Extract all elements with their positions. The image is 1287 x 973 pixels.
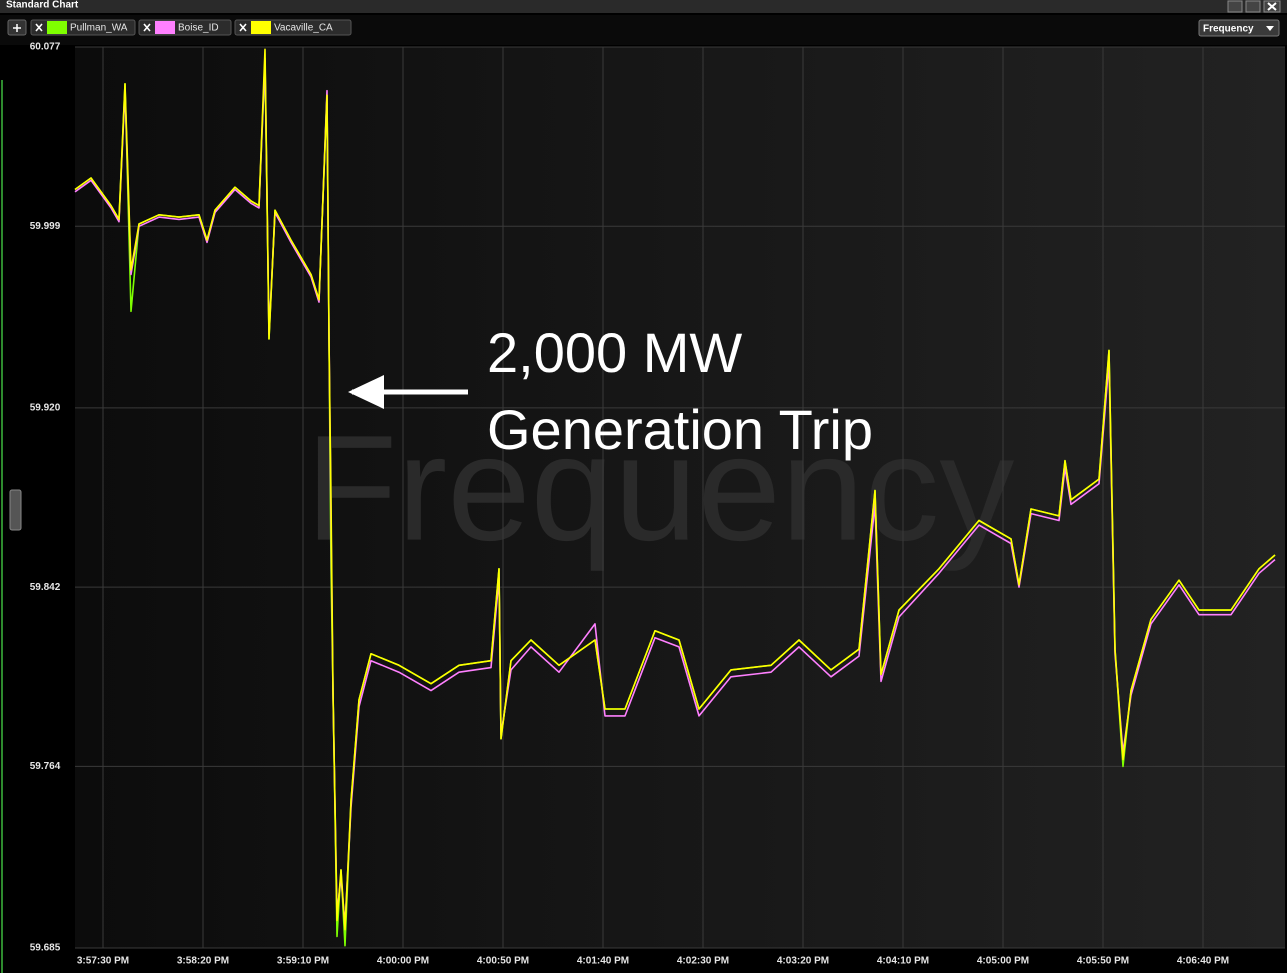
- y-tick-label: 60.077: [30, 42, 61, 53]
- x-tick-label: 4:05:50 PM: [1077, 956, 1129, 967]
- window-title: Standard Chart: [6, 0, 79, 11]
- x-tick-label: 4:06:40 PM: [1177, 956, 1229, 967]
- legend-swatch: [155, 21, 175, 34]
- window-button[interactable]: [1227, 0, 1243, 13]
- dropdown[interactable]: [1198, 19, 1280, 37]
- legend-item[interactable]: Vacaville_CA: [234, 19, 352, 36]
- y-tick-label: 59.764: [30, 761, 61, 772]
- watermark: Frequency: [306, 404, 1015, 572]
- window-buttons[interactable]: [1227, 0, 1281, 13]
- add-icon: [13, 24, 21, 32]
- x-tick-label: 3:59:10 PM: [277, 956, 329, 967]
- legend-swatch: [251, 21, 271, 34]
- x-tick-label: 4:04:10 PM: [877, 956, 929, 967]
- y-tick-label: 59.999: [30, 221, 61, 232]
- lines: [74, 48, 1276, 947]
- legend-item[interactable]: Pullman_WA: [30, 19, 136, 36]
- x-tick-label: 4:00:50 PM: [477, 956, 529, 967]
- plot-area: [75, 47, 1285, 948]
- x-tick-label: 4:00:00 PM: [377, 956, 429, 967]
- dropdown-caret: [1266, 26, 1274, 31]
- window-button[interactable]: [1245, 0, 1261, 13]
- y-tick-label: 59.685: [30, 943, 61, 954]
- legend-remove[interactable]: [143, 23, 151, 32]
- series-line: [74, 48, 1276, 931]
- legend-swatch: [47, 21, 67, 34]
- dropdown-label: Frequency: [1203, 24, 1254, 35]
- legend-item[interactable]: Boise_ID: [138, 19, 232, 36]
- annotation-text: Generation Trip: [487, 398, 873, 461]
- annotation: 2,000 MW Generation Trip: [348, 321, 873, 461]
- x-tick-label: 4:05:00 PM: [977, 956, 1029, 967]
- close-icon: [1267, 2, 1277, 11]
- title-bar: [0, 0, 1287, 13]
- legend-label: Vacaville_CA: [274, 23, 333, 34]
- x-tick-label: 4:03:20 PM: [777, 956, 829, 967]
- x-tick-label: 4:02:30 PM: [677, 956, 729, 967]
- y-tick-label: 59.920: [30, 403, 61, 414]
- y-tick-label: 59.842: [30, 582, 61, 593]
- annotation-arrowhead: [348, 375, 384, 409]
- x-tick-label: 4:01:40 PM: [577, 956, 629, 967]
- legend-label: Boise_ID: [178, 23, 219, 34]
- annotation-text: 2,000 MW: [487, 321, 742, 384]
- legend-remove[interactable]: [239, 23, 247, 32]
- legend-label: Pullman_WA: [70, 23, 128, 34]
- x-tick-label: 3:58:20 PM: [177, 956, 229, 967]
- side-handle[interactable]: [9, 489, 22, 531]
- legend: Pullman_WA Boise_ID Vacaville_CA: [30, 19, 352, 36]
- legend-remove[interactable]: [35, 23, 43, 32]
- ticks: 59.685 59.764 59.842 59.920 59.999 60.077 3:57…: [30, 42, 1229, 967]
- x-tick-label: 3:57:30 PM: [77, 956, 129, 967]
